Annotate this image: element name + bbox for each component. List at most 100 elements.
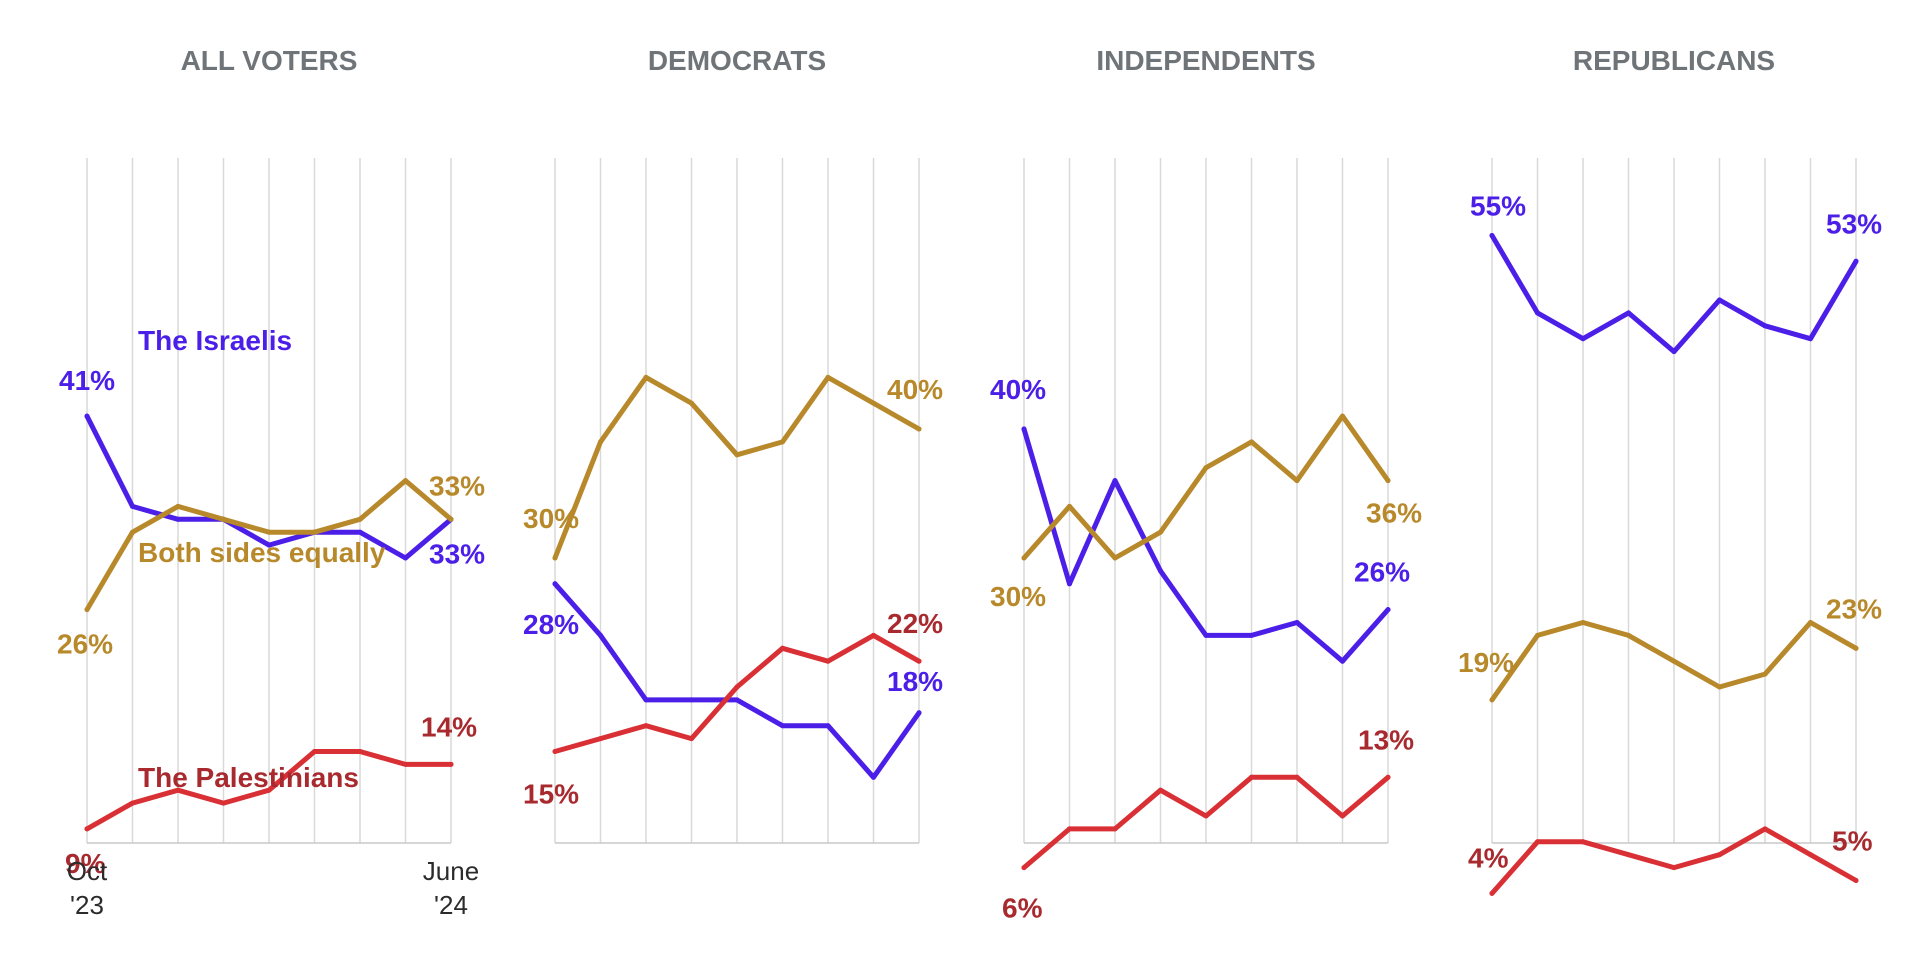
data-point xyxy=(825,374,831,380)
data-point xyxy=(1580,336,1586,342)
data-point xyxy=(1762,671,1768,677)
data-point xyxy=(689,697,694,703)
data-label: 33% xyxy=(429,470,485,501)
data-point xyxy=(1294,478,1300,484)
data-point xyxy=(221,800,226,806)
data-point xyxy=(1853,258,1859,264)
data-point xyxy=(1340,813,1345,819)
data-point xyxy=(1203,632,1209,638)
data-point xyxy=(1853,645,1859,651)
data-point xyxy=(1626,632,1631,638)
data-label: 40% xyxy=(887,374,943,405)
data-point xyxy=(1717,297,1722,303)
data-point xyxy=(1021,426,1027,432)
data-point xyxy=(1489,890,1495,896)
data-point xyxy=(689,736,694,742)
data-point xyxy=(1626,310,1631,316)
x-tick-label: '24 xyxy=(434,890,468,920)
data-point xyxy=(643,374,649,380)
data-point xyxy=(643,723,649,729)
data-point xyxy=(552,749,558,754)
data-label: 19% xyxy=(1458,647,1514,678)
data-point xyxy=(403,761,408,767)
data-point xyxy=(1112,555,1118,561)
data-label: 41% xyxy=(59,365,115,396)
data-label: 55% xyxy=(1470,191,1526,222)
data-point xyxy=(1762,323,1768,329)
data-point xyxy=(1158,529,1163,535)
data-point xyxy=(552,555,558,561)
data-label: 15% xyxy=(523,779,579,810)
x-tick-label: '23 xyxy=(70,890,104,920)
data-point xyxy=(357,529,363,535)
panel-title: REPUBLICANS xyxy=(1573,45,1775,76)
data-point xyxy=(1067,503,1072,509)
data-point xyxy=(221,516,226,522)
data-point xyxy=(780,645,785,651)
data-label: 18% xyxy=(887,666,943,697)
data-point xyxy=(1249,774,1254,780)
data-point xyxy=(1249,439,1254,445)
data-point xyxy=(734,684,740,690)
data-point xyxy=(175,516,181,522)
data-point xyxy=(734,697,740,703)
data-point xyxy=(1808,852,1813,858)
data-point xyxy=(1385,607,1391,613)
data-point xyxy=(871,632,876,638)
data-point xyxy=(1853,878,1859,883)
data-point xyxy=(552,581,558,587)
data-point xyxy=(84,826,90,832)
data-point xyxy=(403,555,408,561)
data-point xyxy=(825,723,831,729)
data-label: 26% xyxy=(57,629,113,660)
data-point xyxy=(1580,620,1586,625)
data-label: 30% xyxy=(990,581,1046,612)
data-point xyxy=(1762,826,1768,832)
data-point xyxy=(1489,233,1495,238)
data-point xyxy=(448,761,454,767)
data-point xyxy=(1385,478,1391,484)
data-point xyxy=(689,400,694,406)
data-point xyxy=(1671,349,1677,355)
data-point xyxy=(1489,697,1495,703)
data-point xyxy=(448,516,454,522)
panel-title: DEMOCRATS xyxy=(648,45,826,76)
data-point xyxy=(1294,774,1300,780)
data-point xyxy=(1158,787,1163,793)
data-point xyxy=(1535,839,1540,845)
data-label: 4% xyxy=(1468,842,1509,873)
data-point xyxy=(916,658,922,664)
data-point xyxy=(1067,581,1072,587)
panel-title: INDEPENDENTS xyxy=(1096,45,1315,76)
data-point xyxy=(130,503,135,509)
data-point xyxy=(916,710,922,716)
data-point xyxy=(1021,865,1027,871)
data-point xyxy=(130,800,135,806)
data-label: 13% xyxy=(1358,724,1414,755)
data-label: 9% xyxy=(65,848,106,879)
data-point xyxy=(1671,658,1677,664)
data-point xyxy=(871,400,876,406)
data-point xyxy=(916,426,922,432)
data-point xyxy=(1808,620,1813,625)
data-point xyxy=(1671,865,1677,871)
data-point xyxy=(1340,413,1345,419)
data-point xyxy=(598,736,603,742)
data-point xyxy=(84,607,90,613)
data-point xyxy=(175,503,181,509)
data-point xyxy=(1112,826,1118,832)
data-point xyxy=(598,632,603,638)
data-point xyxy=(1203,813,1209,819)
data-point xyxy=(266,787,272,793)
data-point xyxy=(1717,852,1722,858)
data-point xyxy=(1580,839,1586,845)
data-point xyxy=(312,749,317,754)
data-point xyxy=(643,697,649,703)
data-point xyxy=(1626,852,1631,858)
data-point xyxy=(357,749,363,754)
data-point xyxy=(357,516,363,522)
data-point xyxy=(780,439,785,445)
data-point xyxy=(1021,555,1027,561)
data-label: 6% xyxy=(1002,893,1043,924)
